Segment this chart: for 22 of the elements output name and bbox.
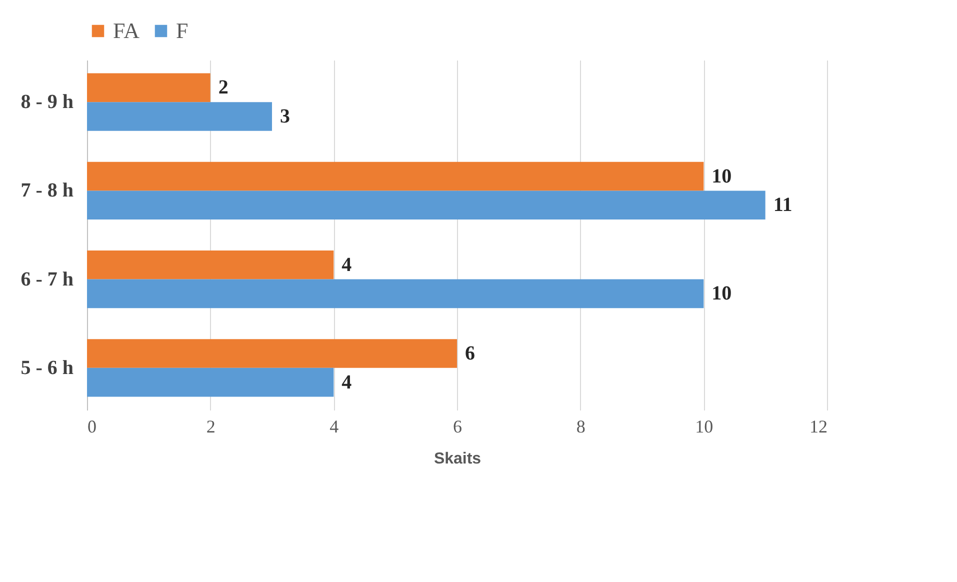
data-label: 6 (465, 342, 475, 365)
data-label: 4 (342, 371, 352, 394)
data-label: 10 (712, 165, 732, 188)
x-axis-title: Skaits (434, 450, 482, 468)
data-label: 11 (773, 194, 792, 216)
y-tick-label: 7 - 8 h (20, 180, 74, 202)
x-tick-label: 6 (453, 416, 462, 436)
y-tick-label: 5 - 6 h (20, 356, 74, 379)
legend-label: F (176, 18, 188, 43)
y-tick-label: 8 - 9 h (20, 91, 74, 114)
data-label: 4 (342, 254, 352, 276)
x-tick-label: 2 (206, 416, 216, 436)
x-tick-label: 8 (576, 416, 586, 436)
x-tick-label: 12 (810, 416, 828, 436)
data-label: 2 (218, 76, 228, 99)
data-label: 3 (280, 105, 290, 128)
x-tick-label: 10 (695, 416, 714, 436)
y-tick-label: 6 - 7 h (20, 268, 74, 290)
x-tick-label: 0 (88, 416, 96, 436)
data-label: 10 (712, 282, 732, 305)
x-tick-label: 4 (330, 416, 339, 436)
legend-label: FA (113, 18, 140, 43)
